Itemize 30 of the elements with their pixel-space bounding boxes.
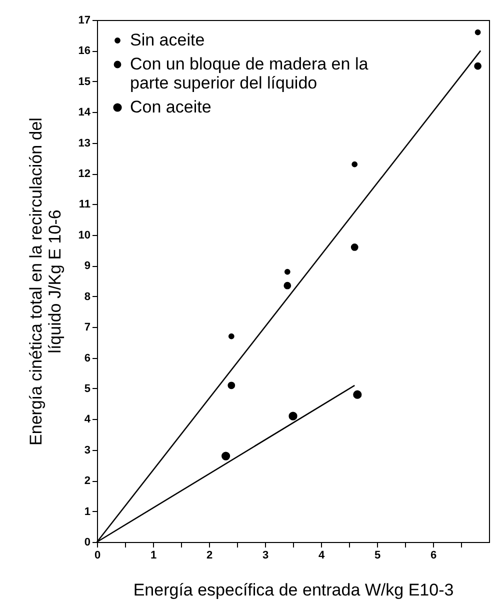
x-tick-label: 2 bbox=[206, 550, 213, 562]
x-tick-label: 4 bbox=[318, 550, 326, 562]
x-axis-title: Energía específica de entrada W/kg E10-3 bbox=[133, 580, 454, 600]
x-tick-label: 5 bbox=[374, 550, 381, 562]
y-tick-label: 8 bbox=[84, 290, 90, 303]
legend-label: Con aceite bbox=[130, 98, 212, 116]
x-tick-label: 1 bbox=[150, 550, 157, 562]
y-tick-label: 14 bbox=[78, 106, 92, 119]
y-tick-label: 13 bbox=[78, 137, 90, 150]
y-tick-label: 2 bbox=[84, 475, 90, 488]
y-tick-label: 10 bbox=[78, 229, 90, 242]
y-tick-label: 7 bbox=[84, 322, 90, 334]
y-tick-label: 1 bbox=[84, 506, 90, 518]
x-tick-label: 6 bbox=[430, 550, 437, 562]
y-tick-label: 0 bbox=[84, 536, 90, 548]
legend-label: Sin aceite bbox=[130, 30, 205, 50]
y-tick-label: 3 bbox=[84, 444, 90, 456]
y-tick-label: 17 bbox=[78, 14, 90, 26]
y-tick-label: 6 bbox=[84, 352, 90, 364]
x-tick-label: 3 bbox=[262, 550, 269, 562]
y-tick-label: 16 bbox=[78, 45, 90, 58]
y-tick-label: 9 bbox=[84, 260, 90, 272]
y-tick-label: 15 bbox=[78, 76, 90, 88]
x-tick-label: 0 bbox=[94, 550, 101, 562]
y-tick-label: 5 bbox=[84, 382, 90, 395]
y-tick-label: 4 bbox=[84, 414, 92, 426]
y-axis-title: Energía cinética total en la recirculación del líquido J/Kg E 10-6 bbox=[26, 118, 64, 446]
y-tick-label: 12 bbox=[78, 168, 90, 180]
y-tick-label: 11 bbox=[78, 198, 90, 211]
legend-label: Con un bloque de madera en la parte superior del líquido bbox=[130, 54, 369, 92]
